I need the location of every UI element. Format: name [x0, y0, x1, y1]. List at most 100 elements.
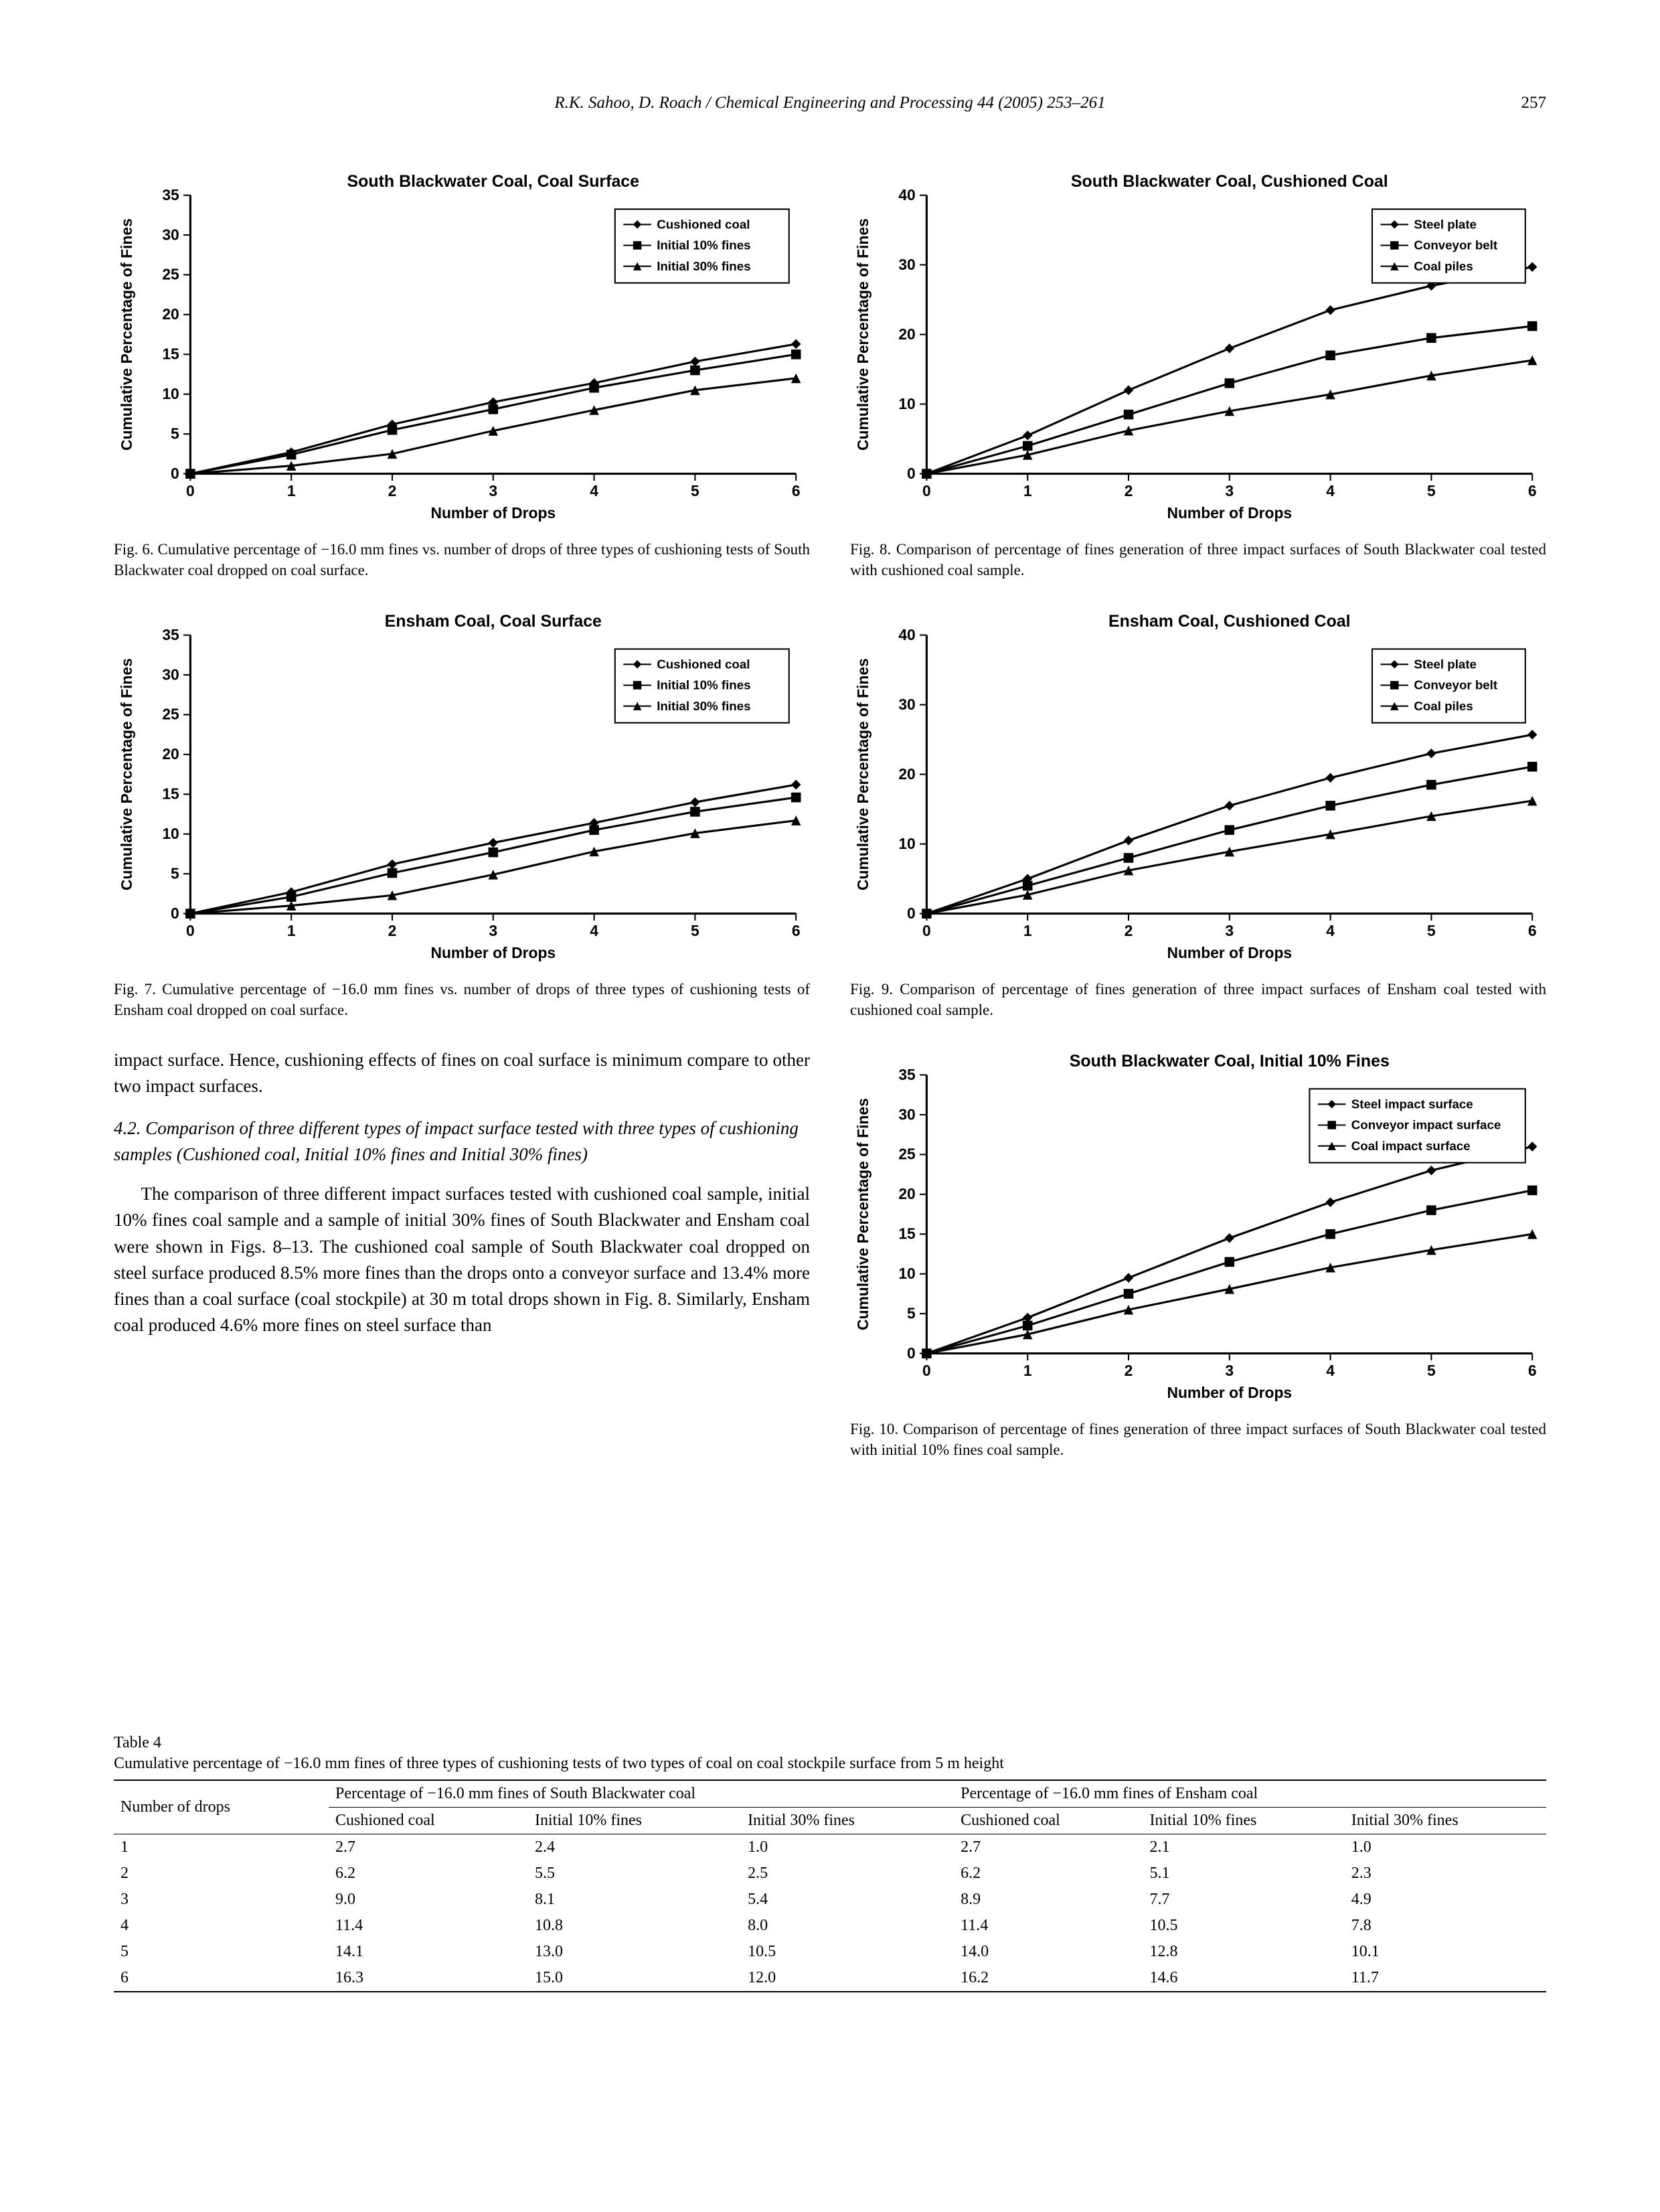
svg-text:35: 35: [162, 186, 179, 204]
svg-text:0: 0: [907, 1344, 916, 1362]
svg-text:3: 3: [1225, 482, 1234, 499]
left-column: 051015202530350123456South Blackwater Co…: [114, 154, 810, 1487]
table-cell: 5.1: [1143, 1861, 1344, 1887]
svg-text:Conveyor belt: Conveyor belt: [1414, 678, 1497, 692]
svg-text:0: 0: [907, 465, 916, 482]
svg-text:5: 5: [1427, 1362, 1436, 1379]
table-cell: 15.0: [528, 1965, 741, 1992]
two-column-layout: 051015202530350123456South Blackwater Co…: [114, 154, 1546, 1487]
table-row: 26.25.52.56.25.12.3: [114, 1861, 1546, 1887]
svg-text:35: 35: [162, 626, 179, 643]
table-4-label: Table 4: [114, 1734, 1546, 1752]
table-subcol: Initial 30% fines: [1345, 1808, 1546, 1834]
svg-text:Initial 10% fines: Initial 10% fines: [657, 238, 750, 252]
svg-text:0: 0: [922, 1362, 931, 1379]
svg-text:10: 10: [162, 385, 179, 402]
svg-text:2: 2: [1125, 482, 1133, 499]
fig6-chart: 051015202530350123456South Blackwater Co…: [114, 167, 810, 530]
svg-text:1: 1: [1023, 482, 1032, 499]
svg-text:0: 0: [171, 465, 179, 482]
table-cell: 1.0: [1345, 1834, 1546, 1861]
table-row: 616.315.012.016.214.611.7: [114, 1965, 1546, 1992]
svg-text:30: 30: [162, 226, 179, 243]
svg-text:2: 2: [1125, 922, 1133, 939]
svg-text:30: 30: [898, 1105, 915, 1123]
table-cell: 16.2: [954, 1965, 1143, 1992]
svg-text:1: 1: [287, 922, 296, 939]
svg-text:25: 25: [898, 1146, 916, 1163]
svg-text:Coal impact surface: Coal impact surface: [1351, 1139, 1471, 1153]
svg-text:30: 30: [162, 665, 179, 683]
svg-text:Cumulative Percentage of Fines: Cumulative Percentage of Fines: [854, 1098, 872, 1330]
page: R.K. Sahoo, D. Roach / Chemical Engineer…: [0, 0, 1660, 2212]
table-cell: 10.5: [1143, 1913, 1344, 1939]
svg-text:5: 5: [1427, 482, 1436, 499]
svg-text:20: 20: [162, 305, 179, 323]
svg-text:6: 6: [1528, 1362, 1537, 1379]
table-cell: 10.1: [1345, 1939, 1546, 1965]
table-cell: 11.7: [1345, 1965, 1546, 1992]
table-cell: 6.2: [954, 1861, 1143, 1887]
svg-text:Number of Drops: Number of Drops: [430, 504, 556, 522]
table-cell: 13.0: [528, 1939, 741, 1965]
svg-text:0: 0: [922, 922, 931, 939]
table-cell: 6: [114, 1965, 329, 1992]
table-cell: 12.8: [1143, 1939, 1344, 1965]
svg-text:40: 40: [898, 626, 915, 643]
table-cell: 11.4: [329, 1913, 528, 1939]
svg-text:Cumulative Percentage of Fines: Cumulative Percentage of Fines: [118, 658, 135, 890]
table-cell: 5.5: [528, 1861, 741, 1887]
fig6-caption: Fig. 6. Cumulative percentage of −16.0 m…: [114, 539, 810, 580]
table-cell: 8.1: [528, 1887, 741, 1913]
table-subcol: Initial 30% fines: [741, 1808, 954, 1834]
svg-text:5: 5: [691, 482, 699, 499]
svg-text:5: 5: [171, 424, 179, 442]
table-cell: 7.8: [1345, 1913, 1546, 1939]
svg-text:0: 0: [186, 482, 195, 499]
table-row: 12.72.41.02.72.11.0: [114, 1834, 1546, 1861]
svg-text:Initial 10% fines: Initial 10% fines: [657, 678, 750, 692]
table-cell: 5: [114, 1939, 329, 1965]
table-cell: 16.3: [329, 1965, 528, 1992]
svg-text:Initial 30% fines: Initial 30% fines: [657, 699, 750, 713]
table-cell: 12.0: [741, 1965, 954, 1992]
svg-text:0: 0: [922, 482, 931, 499]
svg-text:0: 0: [907, 904, 916, 922]
svg-text:25: 25: [162, 706, 179, 723]
svg-text:4: 4: [590, 482, 598, 499]
svg-text:Number of Drops: Number of Drops: [1167, 1384, 1292, 1401]
svg-text:0: 0: [171, 904, 179, 922]
table-cell: 5.4: [741, 1887, 954, 1913]
table-cell: 8.0: [741, 1913, 954, 1939]
table-4: Table 4 Cumulative percentage of −16.0 m…: [114, 1734, 1546, 1992]
svg-text:2: 2: [388, 922, 397, 939]
table-subcol: Initial 10% fines: [1143, 1808, 1344, 1834]
table-row: 411.410.88.011.410.57.8: [114, 1913, 1546, 1939]
table-cell: 1.0: [741, 1834, 954, 1861]
svg-text:10: 10: [162, 825, 179, 842]
fig9-caption: Fig. 9. Comparison of percentage of fine…: [850, 979, 1546, 1020]
svg-text:5: 5: [691, 922, 699, 939]
table-cell: 2.4: [528, 1834, 741, 1861]
fig8-chart: 0102030400123456South Blackwater Coal, C…: [850, 167, 1546, 530]
svg-text:Steel plate: Steel plate: [1414, 657, 1477, 671]
svg-text:20: 20: [898, 765, 915, 783]
table-cell: 14.1: [329, 1939, 528, 1965]
fig7-caption: Fig. 7. Cumulative percentage of −16.0 m…: [114, 979, 810, 1020]
table-cell: 8.9: [954, 1887, 1143, 1913]
svg-text:10: 10: [898, 1265, 915, 1282]
svg-text:South Blackwater Coal, Initial: South Blackwater Coal, Initial 10% Fines: [1070, 1052, 1390, 1071]
svg-text:3: 3: [489, 922, 497, 939]
table-cell: 3: [114, 1887, 329, 1913]
svg-text:Number of Drops: Number of Drops: [1167, 944, 1292, 961]
table-cell: 11.4: [954, 1913, 1143, 1939]
table-cell: 7.7: [1143, 1887, 1344, 1913]
svg-text:2: 2: [388, 482, 397, 499]
table-cell: 14.0: [954, 1939, 1143, 1965]
section-4-2-title: 4.2. Comparison of three different types…: [114, 1115, 810, 1168]
table-4-caption: Cumulative percentage of −16.0 mm fines …: [114, 1755, 1546, 1773]
svg-text:5: 5: [171, 864, 179, 882]
fig9-chart: 0102030400123456Ensham Coal, Cushioned C…: [850, 607, 1546, 969]
svg-text:Steel impact surface: Steel impact surface: [1351, 1097, 1473, 1111]
table-head-group-left: Percentage of −16.0 mm fines of South Bl…: [329, 1780, 954, 1808]
